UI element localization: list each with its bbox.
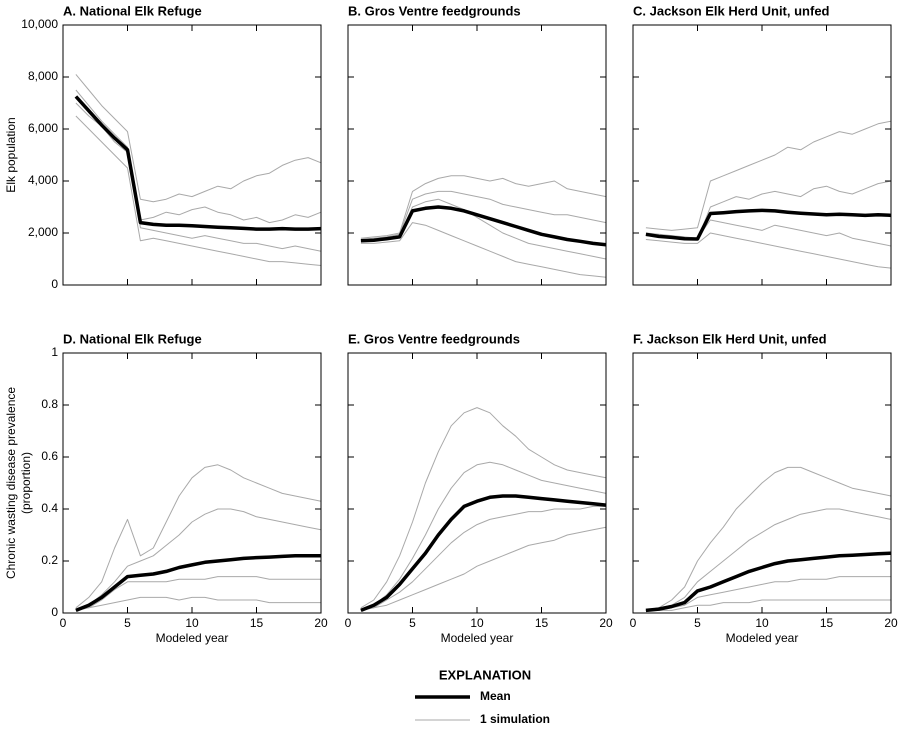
- simulation-line: [75, 115, 322, 266]
- y-axis-label: Elk population: [4, 117, 18, 192]
- simulation-line: [360, 190, 607, 240]
- y-axis-label: Chronic wasting disease prevalence: [4, 387, 18, 579]
- y-tick-label: 1: [51, 345, 58, 359]
- y-axis-label: (proportion): [19, 452, 33, 514]
- x-tick-label: 15: [535, 616, 549, 630]
- plot-frame: [62, 352, 322, 614]
- x-tick-label: 15: [820, 616, 834, 630]
- x-tick-label: 15: [250, 616, 264, 630]
- legend-title: EXPLANATION: [439, 667, 531, 682]
- simulation-line: [75, 576, 321, 611]
- plot-frame: [632, 24, 892, 286]
- legend-label: Mean: [480, 689, 511, 703]
- x-tick-label: 0: [630, 616, 637, 630]
- panel-title: D. National Elk Refuge: [63, 331, 202, 346]
- x-axis-label: Modeled year: [441, 631, 514, 645]
- simulation-line: [645, 232, 892, 269]
- y-tick-label: 8,000: [28, 69, 58, 83]
- panel-title: C. Jackson Elk Herd Unit, unfed: [633, 3, 830, 18]
- simulation-line: [360, 407, 607, 609]
- mean-line: [645, 551, 892, 613]
- simulation-line: [360, 526, 607, 611]
- y-tick-label: 0.4: [41, 501, 58, 515]
- simulation-line: [75, 102, 322, 224]
- plot-frame: [347, 352, 607, 614]
- x-axis-label: Modeled year: [726, 631, 799, 645]
- panel-title: E. Gros Ventre feedgrounds: [348, 331, 520, 346]
- simulation-line: [75, 74, 322, 203]
- x-tick-label: 10: [470, 616, 484, 630]
- y-tick-label: 4,000: [28, 173, 58, 187]
- mean-line: [75, 554, 321, 613]
- x-tick-label: 10: [185, 616, 199, 630]
- y-tick-label: 0: [51, 277, 58, 291]
- simulation-line: [645, 599, 891, 611]
- simulation-line: [75, 508, 322, 611]
- simulation-line: [75, 596, 321, 611]
- y-tick-label: 10,000: [21, 17, 58, 31]
- simulation-line: [360, 461, 607, 611]
- y-tick-label: 0: [51, 605, 58, 619]
- panel-title: A. National Elk Refuge: [63, 3, 202, 18]
- mean-line: [645, 208, 892, 241]
- mean-line: [74, 95, 322, 231]
- x-tick-label: 0: [60, 616, 67, 630]
- x-tick-label: 20: [599, 616, 613, 630]
- x-tick-label: 20: [314, 616, 328, 630]
- y-tick-label: 6,000: [28, 121, 58, 135]
- simulation-line: [75, 464, 322, 609]
- simulation-line: [645, 466, 892, 611]
- panel-title: F. Jackson Elk Herd Unit, unfed: [633, 331, 827, 346]
- y-tick-label: 0.2: [41, 553, 58, 567]
- simulation-line: [645, 120, 892, 231]
- y-tick-label: 0.6: [41, 449, 58, 463]
- legend-label: 1 simulation: [480, 712, 550, 726]
- y-tick-label: 0.8: [41, 397, 58, 411]
- simulation-line: [645, 508, 892, 611]
- simulation-line: [360, 505, 606, 611]
- x-tick-label: 5: [409, 616, 416, 630]
- simulation-line: [360, 198, 607, 260]
- x-tick-label: 5: [124, 616, 131, 630]
- simulation-line: [645, 219, 892, 247]
- x-axis-label: Modeled year: [156, 631, 229, 645]
- x-tick-label: 20: [884, 616, 898, 630]
- mean-line: [360, 205, 607, 247]
- simulation-line: [75, 89, 322, 252]
- y-tick-label: 2,000: [28, 225, 58, 239]
- simulation-line: [360, 175, 607, 239]
- x-tick-label: 10: [755, 616, 769, 630]
- mean-line: [360, 494, 607, 613]
- simulation-line: [360, 222, 607, 278]
- x-tick-label: 5: [694, 616, 701, 630]
- x-tick-label: 0: [345, 616, 352, 630]
- simulation-line: [645, 576, 891, 611]
- panel-title: B. Gros Ventre feedgrounds: [348, 3, 521, 18]
